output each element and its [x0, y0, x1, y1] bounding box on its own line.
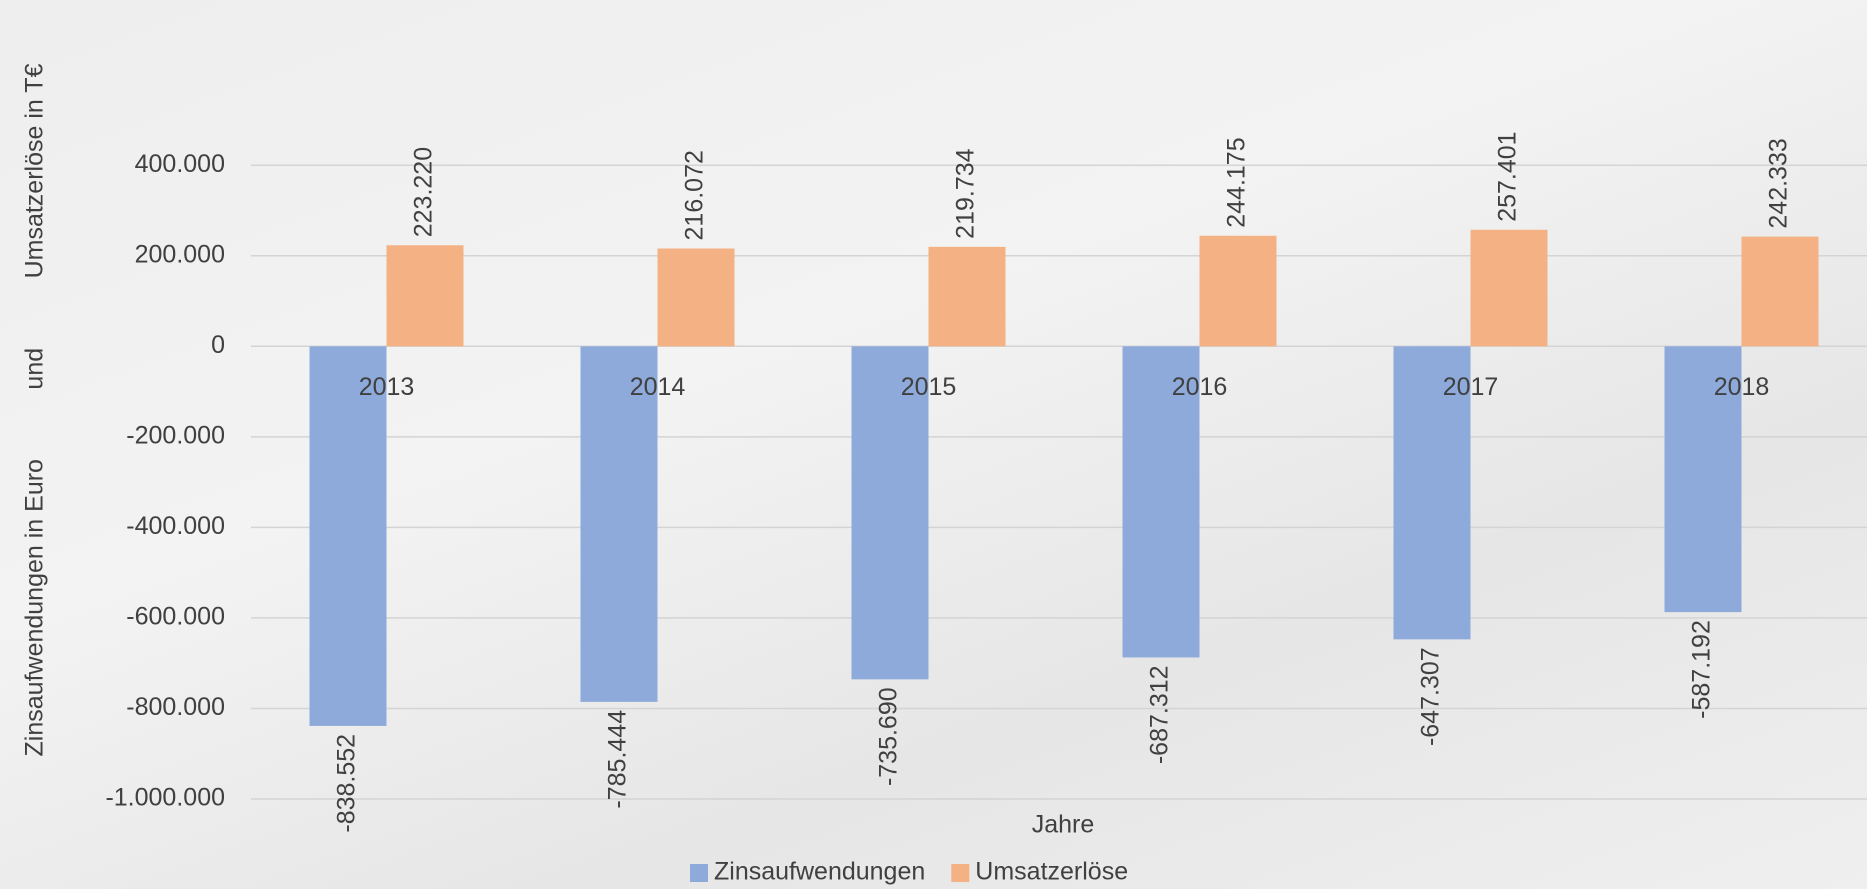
bar [1664, 346, 1742, 613]
bar [386, 245, 464, 347]
x-tick-label: 2018 [1714, 373, 1770, 401]
bar [580, 346, 658, 702]
bar [1122, 346, 1200, 658]
bar [1741, 236, 1819, 347]
data-label: 257.401 [1494, 131, 1522, 221]
y-tick-label: 0 [211, 331, 225, 359]
y-tick-label: -600.000 [126, 603, 225, 631]
data-label: -838.552 [333, 734, 361, 833]
legend-swatch [690, 864, 708, 882]
data-label: -647.307 [1417, 647, 1445, 746]
legend-label: Zinsaufwendungen [714, 858, 925, 886]
legend-label: Umsatzerlöse [975, 858, 1128, 886]
x-tick-label: 2013 [359, 373, 415, 401]
data-label: -587.192 [1688, 620, 1716, 719]
bar [657, 248, 735, 347]
data-label: 244.175 [1223, 137, 1251, 227]
bar [309, 346, 387, 726]
bar [1199, 235, 1277, 347]
data-label: -785.444 [604, 710, 632, 809]
x-tick-label: 2015 [901, 373, 957, 401]
y-tick-label: -200.000 [126, 421, 225, 449]
y-tick-label: -1.000.000 [105, 784, 225, 812]
y-axis-label: Zinsaufwendungen in Euro und Umsatzerlös… [21, 63, 49, 756]
data-label: -687.312 [1146, 665, 1174, 764]
y-tick-label: 400.000 [135, 150, 225, 178]
bar [928, 246, 1006, 347]
bar [851, 346, 929, 680]
bar [1470, 229, 1548, 347]
y-tick-label: -800.000 [126, 693, 225, 721]
x-tick-label: 2016 [1172, 373, 1228, 401]
data-label: 219.734 [952, 148, 980, 238]
x-tick-label: 2017 [1443, 373, 1499, 401]
data-label: -735.690 [875, 687, 903, 786]
data-label: 216.072 [681, 150, 709, 240]
data-label: 242.333 [1765, 138, 1793, 228]
bar [1393, 346, 1471, 640]
x-axis-label: Jahre [1032, 811, 1095, 839]
data-label: 223.220 [410, 147, 438, 237]
y-tick-label: 200.000 [135, 240, 225, 268]
legend-swatch [951, 864, 970, 882]
y-tick-label: -400.000 [126, 512, 225, 540]
x-tick-label: 2014 [630, 373, 686, 401]
